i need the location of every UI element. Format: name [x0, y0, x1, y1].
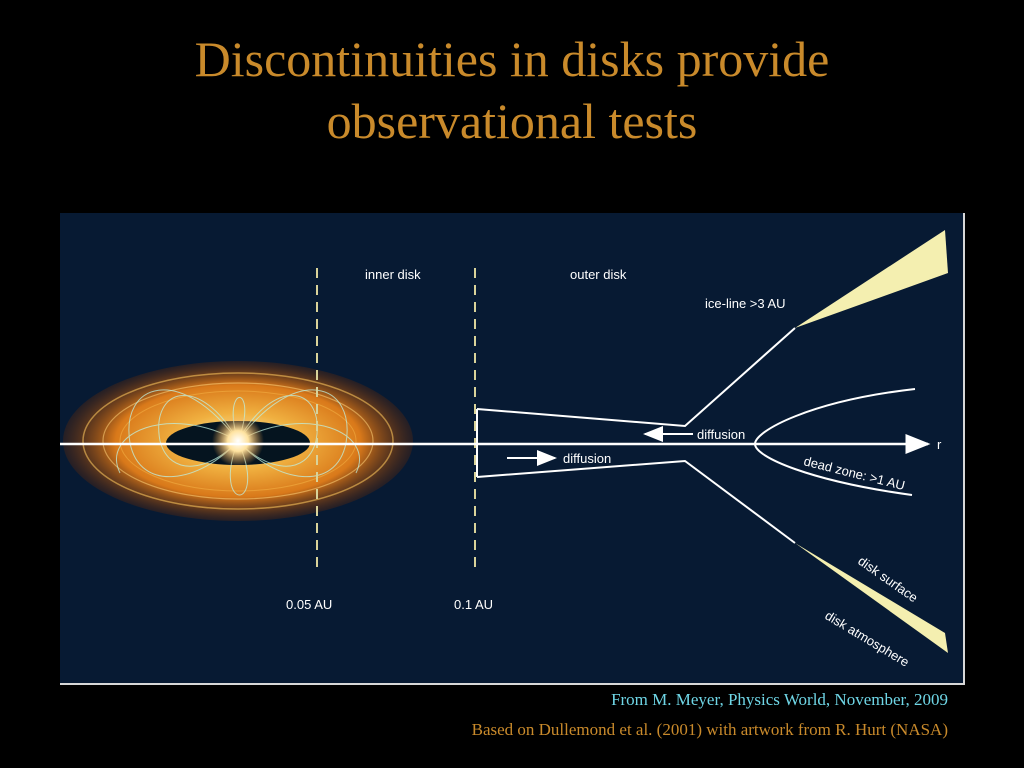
artwork-credit: Based on Dullemond et al. (2001) with ar… — [471, 720, 948, 739]
diffusion-outward-label: diffusion — [563, 451, 611, 466]
radius-005-au-label: 0.05 AU — [286, 597, 332, 612]
slide-title-line-2: observational tests — [326, 93, 698, 149]
inner-disk-label: inner disk — [365, 267, 421, 282]
r-axis-label: r — [937, 437, 942, 452]
disk-surface-lower-wedge — [795, 543, 948, 653]
disk-surface-label: disk surface — [855, 553, 920, 605]
outer-disk-label: outer disk — [570, 267, 627, 282]
diffusion-inward-label: diffusion — [697, 427, 745, 442]
slide-title: Discontinuities in disks provide observa… — [0, 28, 1024, 152]
disk-diagram: inner disk outer disk ice-line >3 AU dif… — [60, 213, 965, 685]
disk-diagram-svg: inner disk outer disk ice-line >3 AU dif… — [60, 230, 948, 670]
slide-title-line-1: Discontinuities in disks provide — [194, 31, 830, 87]
dead-zone-label: dead zone: >1 AU — [802, 453, 906, 493]
radius-01-au-label: 0.1 AU — [454, 597, 493, 612]
source-credit: From M. Meyer, Physics World, November, … — [611, 690, 948, 709]
disk-outline — [476, 327, 916, 544]
protoplanetary-disk — [63, 361, 413, 521]
disk-surface-upper-wedge — [795, 230, 948, 328]
central-star — [212, 415, 264, 467]
ice-line-label: ice-line >3 AU — [705, 296, 786, 311]
